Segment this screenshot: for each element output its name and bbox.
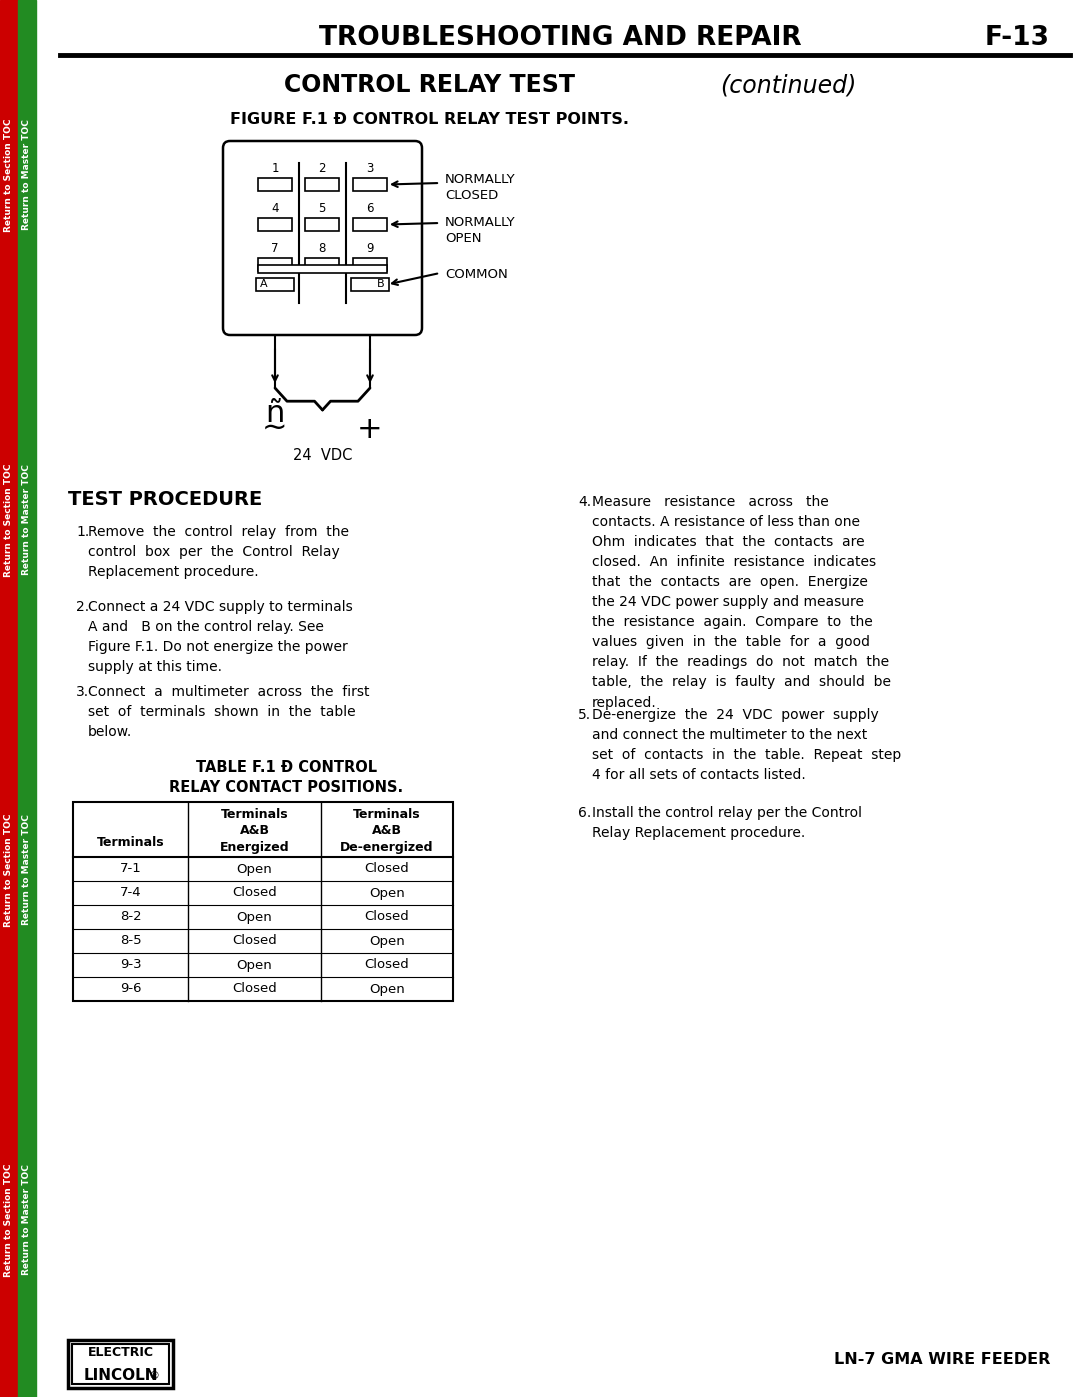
Text: 9-6: 9-6 <box>120 982 141 996</box>
Bar <box>256 278 294 291</box>
Text: ñ: ñ <box>266 400 285 429</box>
Text: Closed: Closed <box>365 958 409 971</box>
Text: 7-1: 7-1 <box>120 862 141 876</box>
Text: LN-7 GMA WIRE FEEDER: LN-7 GMA WIRE FEEDER <box>834 1351 1050 1366</box>
Text: Return to Master TOC: Return to Master TOC <box>23 465 31 576</box>
Text: 3: 3 <box>366 162 374 175</box>
Text: ®: ® <box>149 1370 160 1382</box>
Text: De-energize  the  24  VDC  power  supply
and connect the multimeter to the next
: De-energize the 24 VDC power supply and … <box>592 708 901 782</box>
Text: F-13: F-13 <box>985 25 1050 52</box>
Text: Closed: Closed <box>232 935 276 947</box>
Text: 8: 8 <box>319 242 326 256</box>
Bar <box>305 258 339 271</box>
Text: Terminals
A&B
Energized: Terminals A&B Energized <box>219 807 289 854</box>
Bar <box>351 278 389 291</box>
Text: 7: 7 <box>271 242 279 256</box>
Text: 7-4: 7-4 <box>120 887 141 900</box>
Bar <box>73 802 453 1002</box>
Text: Open: Open <box>369 982 405 996</box>
Text: CONTROL RELAY TEST: CONTROL RELAY TEST <box>284 73 576 96</box>
Text: (continued): (continued) <box>720 73 856 96</box>
Text: Terminals
A&B
De-energized: Terminals A&B De-energized <box>340 807 434 854</box>
Text: Connect a 24 VDC supply to terminals
A and   B on the control relay. See
Figure : Connect a 24 VDC supply to terminals A a… <box>87 599 353 675</box>
Text: 4: 4 <box>271 203 279 215</box>
Text: Return to Master TOC: Return to Master TOC <box>23 814 31 925</box>
Text: FIGURE F.1 Ð CONTROL RELAY TEST POINTS.: FIGURE F.1 Ð CONTROL RELAY TEST POINTS. <box>230 113 630 127</box>
Text: Remove  the  control  relay  from  the
control  box  per  the  Control  Relay
Re: Remove the control relay from the contro… <box>87 525 349 580</box>
Bar <box>258 177 292 191</box>
Text: Return to Section TOC: Return to Section TOC <box>4 119 14 232</box>
Text: 2: 2 <box>319 162 326 175</box>
Text: Return to Section TOC: Return to Section TOC <box>4 464 14 577</box>
Text: 2.: 2. <box>76 599 90 615</box>
Bar <box>18 0 36 1397</box>
Text: LINCOLN: LINCOLN <box>83 1369 158 1383</box>
Text: 24  VDC: 24 VDC <box>293 448 352 464</box>
Text: Open: Open <box>237 911 272 923</box>
Text: Closed: Closed <box>365 911 409 923</box>
Text: Closed: Closed <box>232 982 276 996</box>
Text: ~: ~ <box>262 414 287 443</box>
Text: 9: 9 <box>366 242 374 256</box>
Text: Open: Open <box>369 887 405 900</box>
Text: 1: 1 <box>271 162 279 175</box>
Text: Closed: Closed <box>232 887 276 900</box>
Text: 5.: 5. <box>578 708 591 722</box>
Text: A: A <box>260 279 268 289</box>
Text: 3.: 3. <box>76 685 90 698</box>
Bar <box>68 1340 173 1389</box>
Text: Open: Open <box>237 862 272 876</box>
Text: Return to Master TOC: Return to Master TOC <box>23 120 31 231</box>
Bar <box>72 1344 168 1384</box>
Text: Closed: Closed <box>365 862 409 876</box>
Text: Terminals: Terminals <box>97 835 164 849</box>
Text: TROUBLESHOOTING AND REPAIR: TROUBLESHOOTING AND REPAIR <box>319 25 801 52</box>
Text: Measure   resistance   across   the
contacts. A resistance of less than one
Ohm : Measure resistance across the contacts. … <box>592 495 891 710</box>
Bar <box>305 177 339 191</box>
Text: COMMON: COMMON <box>445 268 508 281</box>
Text: Return to Section TOC: Return to Section TOC <box>4 813 14 926</box>
Text: 1.: 1. <box>76 525 90 539</box>
Text: Open: Open <box>369 935 405 947</box>
Text: TEST PROCEDURE: TEST PROCEDURE <box>68 490 262 509</box>
Bar <box>0 0 18 1397</box>
Bar <box>353 258 387 271</box>
Text: 5: 5 <box>319 203 326 215</box>
Text: +: + <box>357 415 382 444</box>
Text: TABLE F.1 Ð CONTROL
RELAY CONTACT POSITIONS.: TABLE F.1 Ð CONTROL RELAY CONTACT POSITI… <box>170 760 404 795</box>
Text: Install the control relay per the Control
Relay Replacement procedure.: Install the control relay per the Contro… <box>592 806 862 840</box>
Text: Open: Open <box>237 958 272 971</box>
Text: ELECTRIC: ELECTRIC <box>87 1345 153 1358</box>
Bar <box>258 218 292 231</box>
Text: 8-5: 8-5 <box>120 935 141 947</box>
Text: Return to Section TOC: Return to Section TOC <box>4 1164 14 1277</box>
Text: NORMALLY
CLOSED: NORMALLY CLOSED <box>445 173 515 203</box>
Bar <box>305 218 339 231</box>
Text: B: B <box>377 279 384 289</box>
Text: 4.: 4. <box>578 495 591 509</box>
Bar <box>353 218 387 231</box>
Text: Return to Master TOC: Return to Master TOC <box>23 1165 31 1275</box>
Text: Connect  a  multimeter  across  the  first
set  of  terminals  shown  in  the  t: Connect a multimeter across the first se… <box>87 685 369 739</box>
Text: 6.: 6. <box>578 806 591 820</box>
Bar <box>353 177 387 191</box>
Text: 9-3: 9-3 <box>120 958 141 971</box>
Bar <box>258 258 292 271</box>
Text: NORMALLY
OPEN: NORMALLY OPEN <box>445 217 515 244</box>
Text: 8-2: 8-2 <box>120 911 141 923</box>
Bar <box>258 265 387 272</box>
FancyBboxPatch shape <box>222 141 422 335</box>
Text: 6: 6 <box>366 203 374 215</box>
